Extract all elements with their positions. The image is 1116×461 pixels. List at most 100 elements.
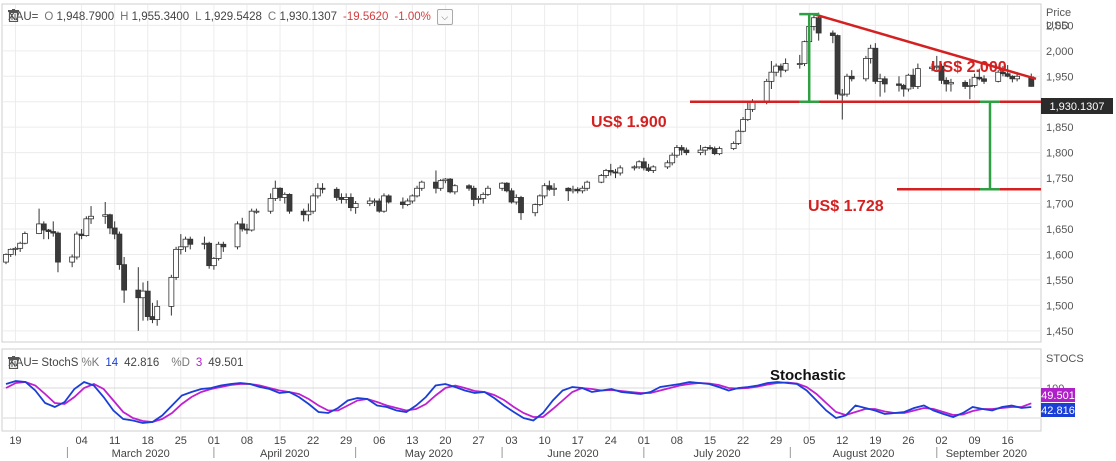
x-tick-label: 05	[803, 435, 815, 447]
price-axis-title: Price	[1046, 7, 1071, 19]
price-tick-label: 1,700	[1046, 199, 1074, 211]
candle-body	[234, 223, 241, 248]
price-axis-unit: USD	[1046, 20, 1069, 32]
candle-body	[121, 264, 128, 291]
candle-body	[971, 76, 978, 86]
price-tick-label: 1,750	[1046, 173, 1074, 185]
candle-body	[102, 214, 109, 217]
x-tick-label: 20	[439, 435, 451, 447]
candle-body	[1014, 75, 1021, 80]
candle-body	[976, 76, 983, 80]
candle-body	[650, 166, 657, 171]
candle-body	[45, 229, 52, 232]
stoch-k-line	[5, 380, 1032, 424]
candle-body	[399, 201, 406, 205]
candle-body	[943, 79, 950, 85]
candle-body	[782, 63, 789, 71]
candle-body	[281, 193, 288, 198]
candle-body	[36, 223, 42, 234]
candle-body	[768, 71, 775, 82]
candle-body	[499, 182, 506, 189]
candle-body	[1004, 73, 1011, 77]
close-label: C	[267, 11, 277, 23]
candle-body	[451, 185, 458, 193]
candle-body	[17, 242, 24, 249]
candle-body	[815, 17, 822, 34]
x-axis: 19 04 11 18 25 01 08 15 22 29 06 13 20 27 03 10 17 24 01 08…	[9, 435, 1027, 460]
x-tick-label: 26	[902, 435, 914, 447]
candle-body	[910, 74, 917, 87]
candle-body	[154, 305, 161, 321]
support-label: US$ 1.900	[591, 114, 667, 131]
chevron-down-icon[interactable]: ⌵	[436, 9, 453, 25]
candle-body	[116, 233, 123, 266]
x-tick-label: 22	[737, 435, 749, 447]
candle-body	[962, 81, 969, 87]
candle-body	[617, 167, 624, 174]
candle-body	[532, 204, 539, 214]
candle-body	[437, 180, 444, 189]
candle-body	[1000, 71, 1006, 75]
candle-body	[78, 233, 85, 237]
candle-body	[12, 247, 19, 250]
x-tick-label: 10	[538, 435, 550, 447]
candle-body	[612, 171, 619, 174]
candle-body	[244, 228, 250, 231]
x-tick-label: 08	[671, 435, 683, 447]
stoch-name: StochS	[41, 357, 79, 369]
candle-body	[848, 75, 855, 80]
x-tick-label: 15	[274, 435, 286, 447]
candle-body	[636, 161, 643, 168]
candle-body	[3, 254, 9, 263]
price-tick-label: 1,800	[1046, 148, 1074, 160]
candle-body	[645, 167, 652, 171]
candle-body	[305, 210, 312, 216]
x-tick-label: 08	[241, 435, 253, 447]
candle-body	[565, 187, 572, 192]
price-axis: 2,0502,0001,9501,9001,8501,8001,7501,700…	[1046, 20, 1074, 337]
x-tick-label: 29	[770, 435, 782, 447]
candle-body	[513, 197, 520, 203]
candle-body	[248, 210, 255, 231]
candle-body	[777, 65, 784, 71]
candle-body	[433, 181, 439, 189]
candle-body	[215, 243, 222, 259]
candle-body	[730, 143, 737, 149]
price-panel[interactable]	[1, 3, 1042, 343]
candle-body	[220, 243, 227, 248]
candle-body	[267, 198, 274, 212]
candle-body	[867, 47, 874, 59]
candle-body	[40, 223, 47, 231]
candle-body	[381, 195, 387, 212]
price-header: XAU= O 1,948.7900 H 1,955.3400 L 1,929.5…	[8, 9, 471, 25]
candle-body	[385, 195, 392, 203]
price-tick-label: 1,850	[1046, 122, 1074, 134]
candle-body	[900, 85, 907, 90]
candle-body	[409, 195, 416, 202]
candle-body	[966, 85, 973, 87]
candle-body	[914, 68, 921, 87]
candle-body	[938, 65, 945, 81]
stoch-d-label: %D	[171, 357, 190, 369]
stoch-d-line	[5, 381, 1032, 423]
trash-icon[interactable]	[8, 9, 471, 24]
candle-body	[763, 80, 770, 103]
month-label: May 2020	[405, 448, 453, 460]
low-value: 1,929.5428	[204, 11, 262, 23]
stoch-d-period: 3	[195, 357, 203, 369]
price-tick-label: 1,450	[1046, 326, 1074, 338]
close-value: 1,930.1307	[279, 11, 337, 23]
x-tick-label: 04	[75, 435, 87, 447]
candle-body	[466, 185, 472, 189]
candle-body	[7, 248, 14, 255]
trash-icon[interactable]	[8, 356, 267, 370]
x-tick-label: 22	[307, 435, 319, 447]
candle-body	[480, 193, 487, 199]
candle-body	[286, 193, 293, 212]
candle-body	[844, 75, 850, 95]
x-tick-label: 27	[472, 435, 484, 447]
candle-body	[829, 32, 836, 36]
candle-body	[376, 200, 383, 212]
x-tick-label: 29	[340, 435, 352, 447]
candle-body	[83, 218, 90, 237]
